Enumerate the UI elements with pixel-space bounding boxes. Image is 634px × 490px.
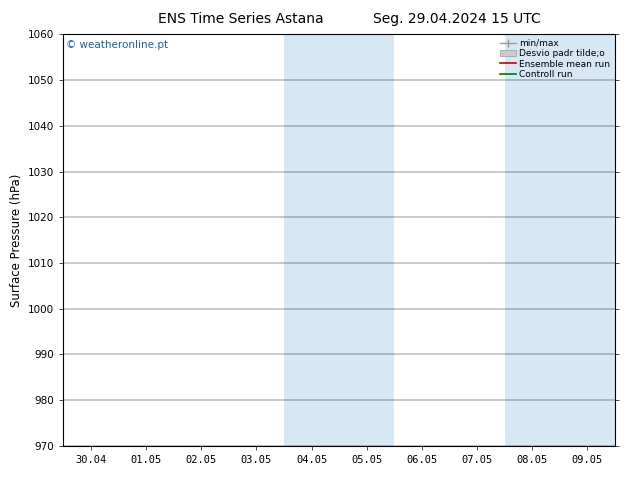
Text: © weatheronline.pt: © weatheronline.pt — [66, 41, 168, 50]
Text: ENS Time Series Astana: ENS Time Series Astana — [158, 12, 324, 26]
Text: Seg. 29.04.2024 15 UTC: Seg. 29.04.2024 15 UTC — [373, 12, 540, 26]
Legend: min/max, Desvio padr tilde;o, Ensemble mean run, Controll run: min/max, Desvio padr tilde;o, Ensemble m… — [498, 37, 612, 81]
Y-axis label: Surface Pressure (hPa): Surface Pressure (hPa) — [10, 173, 23, 307]
Bar — [505, 34, 615, 446]
Bar — [284, 34, 394, 446]
